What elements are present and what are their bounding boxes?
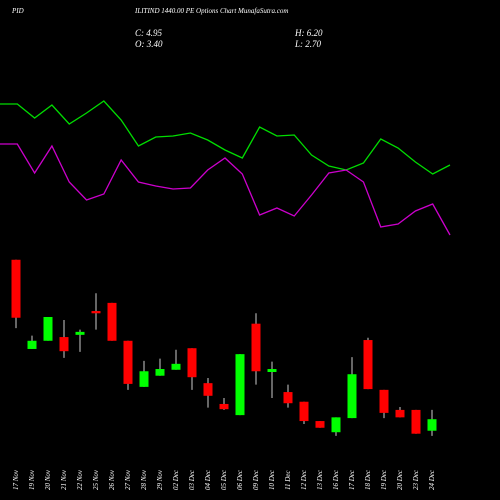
- indicator-line: [0, 143, 451, 236]
- candle-body: [171, 363, 181, 370]
- x-tick-label: 28 Nov: [140, 469, 148, 490]
- candle-body: [299, 401, 309, 422]
- x-tick-label: 06 Dec: [236, 469, 244, 490]
- candle-body: [187, 348, 197, 378]
- candle-body: [11, 259, 21, 318]
- x-tick-label: 25 Nov: [92, 469, 100, 490]
- candle-body: [139, 371, 149, 387]
- x-tick-label: 11 Dec: [284, 470, 292, 490]
- x-tick-label: 05 Dec: [220, 469, 228, 490]
- x-tick-label: 03 Dec: [188, 469, 196, 490]
- x-tick-label: 19 Dec: [380, 469, 388, 490]
- candle-body: [27, 340, 37, 349]
- x-tick-label: 21 Nov: [60, 469, 68, 490]
- candle-body: [155, 369, 165, 376]
- x-tick-label: 20 Nov: [44, 469, 52, 490]
- indicator-line: [0, 100, 451, 175]
- candle-body: [379, 389, 389, 413]
- x-tick-label: 17 Nov: [12, 469, 20, 490]
- close-info: C: 4.95: [135, 28, 163, 38]
- high-info: H: 6.20: [294, 28, 323, 38]
- chart-title-left: PID: [11, 7, 24, 15]
- x-tick-label: 18 Dec: [364, 469, 372, 490]
- open-info: O: 3.40: [135, 39, 163, 49]
- candle-body: [315, 421, 325, 428]
- candle-body: [235, 354, 245, 416]
- x-tick-label: 23 Dec: [412, 469, 420, 490]
- candle-body: [219, 403, 229, 410]
- candle-body: [411, 409, 421, 434]
- candle-body: [331, 417, 341, 433]
- candle-body: [251, 323, 261, 372]
- x-tick-label: 22 Nov: [76, 469, 84, 490]
- x-tick-label: 27 Nov: [124, 469, 132, 490]
- candle-body: [123, 340, 133, 384]
- x-tick-label: 24 Dec: [428, 469, 436, 490]
- candle-body: [395, 409, 405, 418]
- x-tick-label: 09 Dec: [252, 469, 260, 490]
- candle-body: [107, 302, 117, 341]
- candle-body: [363, 340, 373, 390]
- x-tick-label: 16 Dec: [332, 469, 340, 490]
- x-tick-label: 20 Dec: [396, 469, 404, 490]
- x-tick-label: 26 Nov: [108, 469, 116, 490]
- candle-body: [283, 392, 293, 404]
- chart-title: ILITIND 1440.00 PE Options Chart MunafaS…: [134, 7, 288, 15]
- low-info: L: 2.70: [294, 39, 322, 49]
- x-tick-label: 12 Dec: [300, 469, 308, 490]
- x-tick-label: 10 Dec: [268, 469, 276, 490]
- x-tick-label: 19 Nov: [28, 469, 36, 490]
- candle-body: [203, 383, 213, 396]
- candle-body: [347, 374, 357, 419]
- x-tick-label: 17 Dec: [348, 469, 356, 490]
- candle-body: [59, 337, 69, 352]
- candle-body: [43, 316, 53, 341]
- x-tick-label: 02 Dec: [172, 469, 180, 490]
- x-tick-label: 13 Dec: [316, 469, 324, 490]
- candle-body: [75, 331, 85, 335]
- x-tick-label: 29 Nov: [156, 469, 164, 490]
- candle-body: [91, 311, 101, 314]
- x-tick-label: 04 Dec: [204, 469, 212, 490]
- candle-body: [427, 419, 437, 431]
- candle-body: [267, 369, 277, 373]
